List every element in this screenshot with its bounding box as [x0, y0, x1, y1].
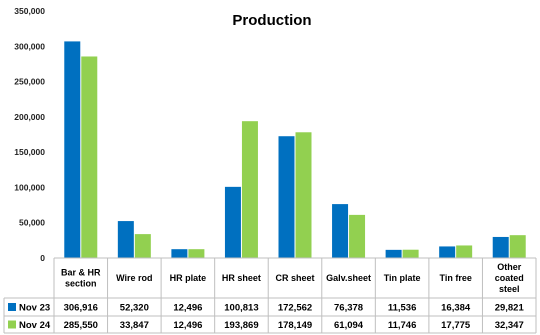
bar-nov-23	[439, 246, 456, 258]
bar-nov-24	[456, 245, 473, 258]
data-label: 33,847	[120, 320, 149, 331]
series-name: Nov 24	[19, 320, 51, 331]
bar-nov-23	[385, 249, 402, 258]
data-label: 17,775	[441, 320, 471, 331]
y-tick-label: 350,000	[14, 6, 45, 16]
data-label: 29,821	[495, 303, 525, 314]
category-label: Galv.sheet	[326, 273, 371, 283]
category-label: CR sheet	[275, 273, 314, 283]
category-label: Other	[497, 262, 522, 272]
bar-nov-24	[295, 132, 312, 258]
legend-key-nov-24	[8, 320, 16, 329]
bar-nov-23	[171, 249, 188, 258]
data-label: 11,536	[388, 303, 417, 314]
category-label: Tin plate	[384, 273, 421, 283]
bar-nov-24	[509, 235, 526, 258]
y-tick-label: 0	[40, 253, 45, 263]
y-tick-label: 300,000	[14, 41, 45, 51]
y-tick-label: 250,000	[14, 77, 45, 87]
bar-nov-24	[241, 121, 258, 259]
category-label: Tin free	[439, 273, 471, 283]
data-label: 178,149	[278, 320, 312, 331]
data-label: 52,320	[120, 303, 149, 314]
bars	[64, 41, 526, 259]
data-label: 306,916	[64, 303, 98, 314]
data-label: 193,869	[224, 320, 258, 331]
bar-nov-23	[64, 41, 81, 258]
y-tick-label: 150,000	[14, 147, 45, 157]
data-label: 32,347	[495, 320, 524, 331]
data-label: 12,496	[173, 320, 202, 331]
y-tick-label: 100,000	[14, 182, 45, 192]
y-tick-label: 200,000	[14, 112, 45, 122]
data-label: 285,550	[64, 320, 98, 331]
data-label: 12,496	[173, 303, 202, 314]
data-label: 76,378	[334, 303, 363, 314]
bar-nov-24	[81, 56, 98, 259]
category-label: Bar & HR	[61, 268, 101, 278]
data-label: 61,094	[334, 320, 364, 331]
category-label: coated	[495, 273, 524, 283]
bar-nov-23	[492, 236, 509, 258]
chart-title: Production	[232, 12, 311, 29]
category-label: steel	[499, 284, 520, 294]
bar-nov-23	[224, 186, 241, 258]
bar-nov-24	[402, 249, 419, 258]
category-label: HR sheet	[222, 273, 261, 283]
bar-nov-24	[188, 249, 205, 258]
category-label: section	[65, 279, 97, 289]
category-label: HR plate	[170, 273, 207, 283]
bar-nov-24	[134, 234, 151, 258]
data-label: 11,746	[388, 320, 417, 331]
category-label: Wire rod	[116, 273, 152, 283]
bar-nov-23	[332, 204, 349, 258]
data-label: 100,813	[224, 303, 258, 314]
data-label: 172,562	[278, 303, 312, 314]
bar-nov-23	[278, 136, 295, 258]
bar-nov-24	[349, 214, 366, 258]
bar-nov-23	[117, 221, 134, 258]
series-name: Nov 23	[19, 303, 50, 314]
data-label: 16,384	[441, 303, 471, 314]
y-tick-label: 50,000	[19, 218, 45, 228]
y-axis: 0 50,000 100,000 150,000 200,000 250,000 300,0…	[14, 6, 45, 263]
legend-key-nov-23	[8, 303, 16, 311]
